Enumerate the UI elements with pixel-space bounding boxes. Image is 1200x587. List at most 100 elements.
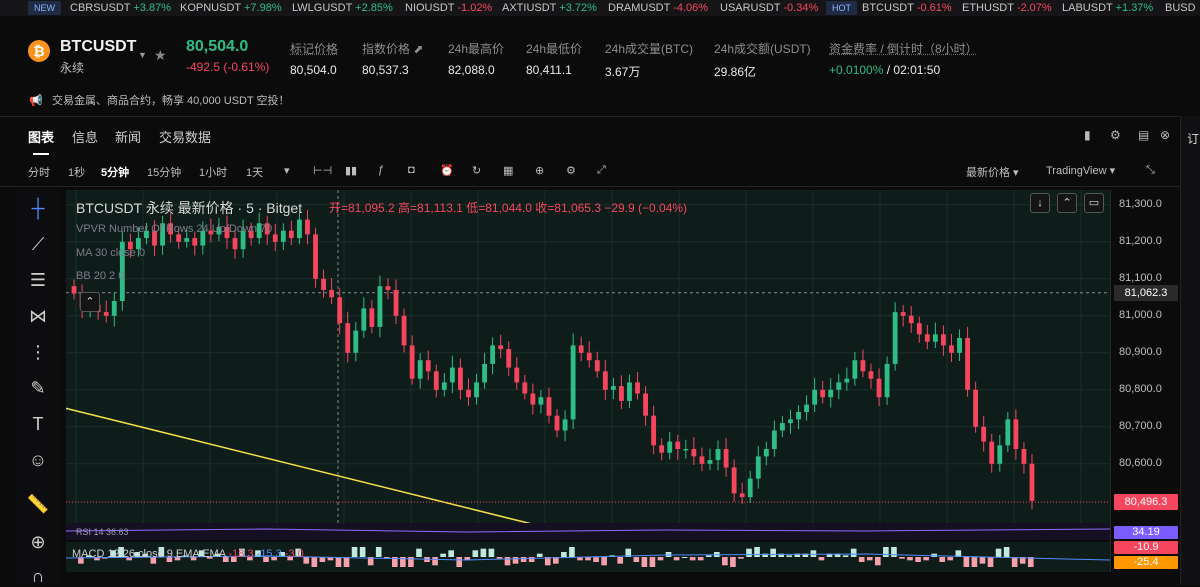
interval-5m[interactable]: 5分钟: [101, 167, 130, 179]
pattern-icon[interactable]: ⋈: [29, 306, 47, 326]
rsi-pane[interactable]: [65, 523, 1111, 540]
ticker-item[interactable]: BTCUSDT -0.61%: [862, 0, 952, 16]
candlestick-plot[interactable]: [65, 190, 1110, 526]
macd-bar: [335, 557, 342, 567]
layout-icon[interactable]: ▮: [1084, 128, 1091, 142]
candle-body: [828, 389, 834, 398]
tab-news[interactable]: 新闻: [115, 130, 142, 145]
tab-trading-data[interactable]: 交易数据: [159, 130, 212, 145]
arrow-down-icon[interactable]: ↓: [1030, 193, 1050, 213]
candle-body: [152, 230, 157, 246]
candle-body: [337, 297, 343, 324]
right-panel[interactable]: 订: [1180, 116, 1200, 585]
ticker-item[interactable]: ETHUSDT -2.07%: [962, 0, 1052, 16]
macd-bar: [722, 557, 728, 566]
ticker-item[interactable]: NIOUSDT -1.02%: [405, 0, 492, 16]
collapse-icon[interactable]: ⌃: [1057, 193, 1077, 213]
interval-dropdown-icon[interactable]: ▾: [284, 165, 290, 177]
view-select[interactable]: TradingView ▾: [1046, 165, 1116, 177]
indicator-bb[interactable]: BB 20 2 0: [76, 270, 125, 282]
price-axis[interactable]: 81,300.0 81,200.0 81,100.0 81,000.0 80,900.0…: [1110, 190, 1180, 523]
chevron-down-icon[interactable]: ▼: [138, 50, 147, 60]
calendar-icon[interactable]: ▦: [503, 165, 514, 177]
macd-bar: [971, 557, 978, 567]
indicator-vpvr[interactable]: VPVR Number Of Rows 24 Up/Down 70: [76, 223, 273, 235]
price-chart[interactable]: [65, 190, 1110, 526]
interval-15m[interactable]: 15分钟: [147, 167, 182, 179]
symbol-name[interactable]: BTCUSDT: [60, 38, 137, 55]
macd-bar: [689, 557, 696, 561]
announcement-bar[interactable]: 📢 交易金属、商品合约，畅享 40,000 USDT 空投！: [0, 88, 1200, 114]
ticker-item[interactable]: BUSD: [1165, 0, 1196, 16]
price-tick-label: 80,900.0: [1119, 345, 1162, 358]
interval-timeline[interactable]: 分时: [28, 167, 50, 179]
close-icon[interactable]: ⊗: [1160, 128, 1171, 142]
candle-body: [747, 478, 753, 498]
interval-1s[interactable]: 1秒: [68, 167, 86, 179]
macd-bar: [166, 557, 173, 562]
candle-type-icon[interactable]: ▮▮: [345, 165, 358, 177]
interval-1d[interactable]: 1天: [246, 167, 264, 179]
crosshair-icon[interactable]: ┼: [31, 198, 45, 218]
maximize-icon[interactable]: ▭: [1084, 193, 1104, 213]
stat-index-price[interactable]: 指数价格 ⬈ 80,537.3: [362, 42, 424, 77]
ticker-item[interactable]: USARUSDT -0.34%: [720, 0, 818, 16]
price-tick-label: 80,700.0: [1119, 419, 1162, 432]
candle-body: [892, 312, 898, 364]
candle-body: [844, 378, 850, 383]
tab-chart[interactable]: 图表: [28, 130, 55, 145]
macd-bar: [786, 555, 793, 557]
candle-body: [586, 352, 592, 361]
scroll-up-icon[interactable]: ⌃: [80, 292, 100, 312]
price-type-select[interactable]: 最新价格 ▾: [966, 167, 1019, 179]
macd-bar: [198, 550, 205, 557]
time-axis[interactable]: [66, 572, 1110, 585]
candle-body: [771, 430, 777, 449]
candle-body: [957, 338, 962, 353]
ticker-item[interactable]: KOPNUSDT +7.98%: [180, 0, 282, 16]
macd-bar: [400, 557, 406, 567]
macd-bar: [657, 557, 664, 561]
macd-bar: [158, 547, 165, 557]
brush-icon[interactable]: ✎: [30, 378, 46, 398]
ticker-item[interactable]: LABUSDT +1.37%: [1062, 0, 1153, 16]
zoom-icon[interactable]: ⊕: [30, 532, 46, 552]
candle-body: [715, 449, 721, 461]
candle-body: [369, 308, 375, 327]
fullscreen-icon[interactable]: ⤢: [597, 164, 606, 176]
horizontal-lines-icon[interactable]: ☰: [29, 270, 47, 290]
expand-icon[interactable]: ⤡: [1146, 164, 1155, 176]
trend-line-icon[interactable]: ⟋: [31, 234, 45, 254]
fib-icon[interactable]: ⋮: [29, 342, 47, 362]
ticker-item[interactable]: CBRSUSDT +3.87%: [70, 0, 171, 16]
ticker-item[interactable]: DRAMUSDT -4.06%: [608, 0, 708, 16]
ticker-item[interactable]: LWLGUSDT +2.85%: [292, 0, 393, 16]
trend-line[interactable]: [65, 407, 537, 526]
star-icon[interactable]: ★: [154, 47, 167, 63]
add-icon[interactable]: ⊕: [535, 165, 545, 177]
indicator-ma[interactable]: MA 30 close 0: [76, 247, 146, 259]
fx-icon[interactable]: ƒ: [378, 164, 385, 176]
ticker-item[interactable]: AXTIUSDT +3.72%: [502, 0, 597, 16]
emoji-icon[interactable]: ☺: [28, 450, 48, 470]
candle-body: [908, 315, 914, 324]
gear-icon[interactable]: ⚙: [566, 165, 576, 177]
sliders-icon[interactable]: ▤: [1138, 128, 1150, 142]
camera-icon[interactable]: ◘: [408, 164, 415, 176]
candle-body: [997, 445, 1003, 464]
macd-bar: [625, 548, 632, 557]
alarm-icon[interactable]: ⏰: [440, 165, 454, 177]
macd-bar: [222, 557, 229, 562]
indicator-icon[interactable]: ⊢⊣: [313, 165, 333, 177]
text-icon[interactable]: T: [32, 414, 44, 434]
interval-1h[interactable]: 1小时: [199, 167, 228, 179]
settings-icon[interactable]: ⚙: [1110, 128, 1121, 142]
candle-body: [554, 415, 560, 431]
tab-info[interactable]: 信息: [72, 130, 99, 145]
macd-bar: [754, 547, 760, 557]
macd-pane[interactable]: [65, 542, 1111, 572]
candle-body: [425, 360, 431, 372]
ruler-icon[interactable]: 📏: [26, 494, 50, 514]
replay-icon[interactable]: ↻: [472, 165, 482, 177]
magnet-icon[interactable]: ∩: [31, 566, 45, 586]
